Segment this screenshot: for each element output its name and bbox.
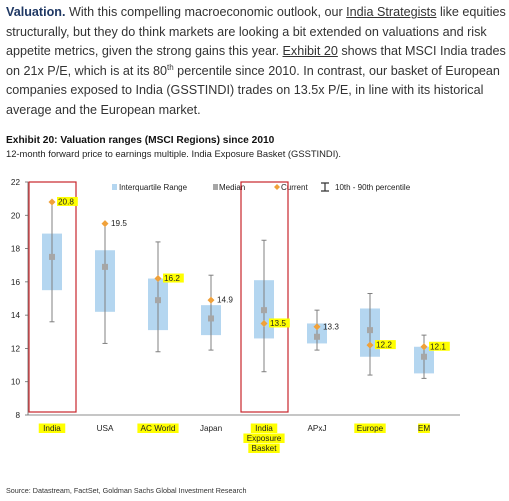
paragraph-text-2: like equities structurally, but they do …: [6, 5, 506, 59]
current-value-highlight: [269, 318, 290, 328]
current-marker: [313, 323, 321, 331]
median-marker: [49, 253, 55, 260]
current-marker: [260, 319, 268, 327]
paragraph-text-3: shows that MSCI India trades on 21x P/E,…: [6, 44, 506, 78]
legend-percentile-marker: [321, 182, 329, 192]
current-value-label: 20.8: [58, 197, 74, 206]
intro-paragraph: Valuation. With this compelling macroeco…: [6, 3, 506, 121]
current-value-highlight: [429, 341, 450, 351]
y-tick-label: 22: [11, 178, 21, 187]
category-label: AC World: [141, 424, 176, 433]
category-label: EM: [418, 424, 430, 433]
current-value-label: 12.1: [430, 342, 446, 351]
current-value-label: 16.2: [164, 274, 180, 283]
y-tick-label: 14: [11, 311, 21, 320]
legend-iqr-label: Interquartile Range: [119, 183, 188, 192]
legend-current-label: Current: [281, 183, 308, 192]
current-value-label: 13.3: [323, 322, 339, 331]
current-value-label: 13.5: [270, 319, 286, 328]
current-value-label: 12.2: [376, 341, 392, 350]
category-label-highlight: [354, 423, 386, 433]
y-tick-label: 10: [11, 378, 21, 387]
india-strategists-link[interactable]: India Strategists: [346, 5, 437, 19]
highlight-frame: [28, 181, 77, 413]
median-marker: [208, 315, 214, 322]
y-tick-label: 16: [11, 278, 21, 287]
median-marker: [261, 307, 267, 314]
current-marker: [101, 220, 109, 228]
current-marker: [154, 275, 162, 283]
current-marker: [48, 198, 56, 206]
median-marker: [367, 327, 373, 334]
current-value-highlight: [163, 273, 184, 283]
median-marker: [102, 263, 108, 270]
category-label: India: [255, 424, 273, 433]
current-value-highlight: [57, 196, 78, 206]
category-label-highlight: [243, 433, 285, 443]
chart-source: Source: Datastream, FactSet, Goldman Sac…: [6, 486, 247, 495]
category-label-highlight: [250, 423, 278, 433]
paragraph-text-4: percentile since 2010. In contrast, our …: [6, 63, 500, 117]
median-marker: [155, 297, 161, 304]
legend-median-label: Median: [219, 183, 245, 192]
current-marker: [366, 341, 374, 349]
paragraph-lead: Valuation.: [6, 5, 66, 19]
category-label: Europe: [357, 424, 384, 433]
legend-iqr-swatch: [112, 184, 117, 190]
chart-subtitle: 12-month forward price to earnings multi…: [6, 148, 342, 159]
current-value-label: 14.9: [217, 296, 233, 305]
category-label: Japan: [200, 424, 223, 433]
paragraph-superscript: th: [167, 62, 174, 72]
category-label: Exposure: [247, 434, 282, 443]
highlight-frame: [240, 181, 289, 413]
category-label-highlight: [248, 443, 280, 453]
legend-median-swatch: [213, 184, 218, 190]
median-marker: [421, 353, 427, 360]
chart-title: Exhibit 20: Valuation ranges (MSCI Regio…: [6, 135, 275, 146]
legend-percentile-label: 10th - 90th percentile: [335, 183, 411, 192]
y-tick-label: 18: [11, 245, 21, 254]
exhibit-20-link[interactable]: Exhibit 20: [282, 44, 338, 59]
category-label: APxJ: [307, 424, 326, 433]
category-label-highlight: [137, 423, 179, 433]
current-value-label: 19.5: [111, 219, 127, 228]
y-tick-label: 20: [11, 211, 21, 220]
category-label-highlight: [418, 423, 430, 433]
category-label-highlight: [38, 423, 66, 433]
category-label: USA: [97, 424, 114, 433]
legend-current-marker: [274, 184, 280, 190]
current-marker: [420, 343, 428, 351]
paragraph-text-1: With this compelling macroeconomic outlo…: [65, 5, 347, 19]
current-marker: [207, 296, 215, 304]
category-label: India: [43, 424, 61, 433]
category-label: Basket: [251, 444, 277, 453]
y-tick-label: 8: [15, 411, 20, 420]
y-tick-label: 12: [11, 344, 21, 353]
current-value-highlight: [375, 340, 396, 350]
median-marker: [314, 333, 320, 340]
